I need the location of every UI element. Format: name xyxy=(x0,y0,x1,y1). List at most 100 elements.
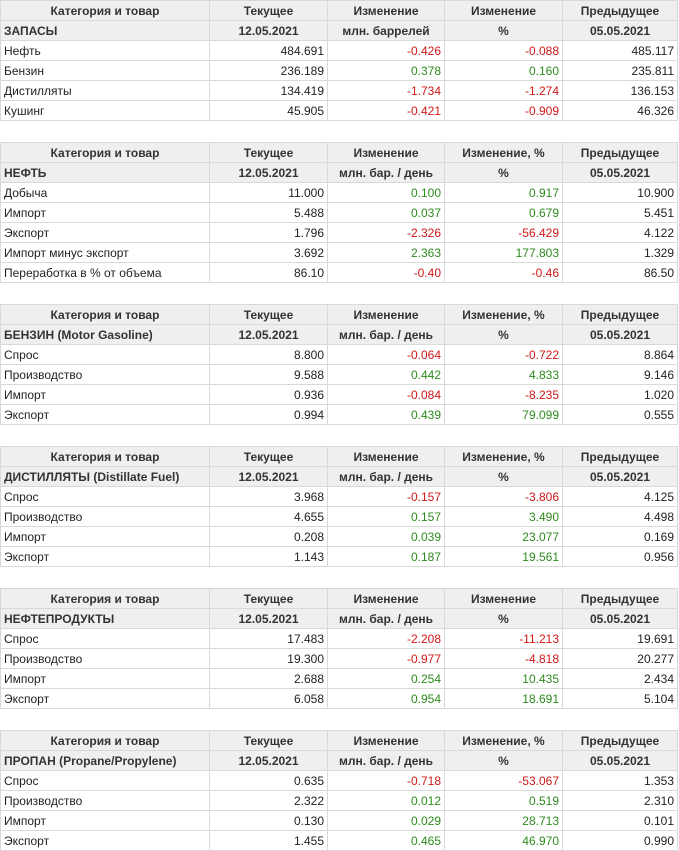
row-name: Кушинг xyxy=(0,100,210,121)
previous-value: 46.326 xyxy=(562,100,678,121)
row-name: Экспорт xyxy=(0,546,210,567)
current-date: 12.05.2021 xyxy=(209,608,328,629)
table-row: Экспорт 6.058 0.954 18.691 5.104 xyxy=(0,688,678,709)
previous-value: 0.956 xyxy=(562,546,678,567)
col-header-category: Категория и товар xyxy=(0,304,210,325)
col-header-category: Категория и товар xyxy=(0,730,210,751)
current-value: 236.189 xyxy=(209,60,328,81)
current-value: 3.692 xyxy=(209,242,328,263)
change-value: 0.439 xyxy=(327,404,445,425)
table-row: Спрос 8.800 -0.064 -0.722 8.864 xyxy=(0,344,678,365)
table-row: Нефть 484.691 -0.426 -0.088 485.117 xyxy=(0,40,678,61)
change-value: -2.208 xyxy=(327,628,445,649)
current-value: 1.796 xyxy=(209,222,328,243)
change-value: -0.064 xyxy=(327,344,445,365)
previous-value: 2.310 xyxy=(562,790,678,811)
current-date: 12.05.2021 xyxy=(209,466,328,487)
col-header-previous: Предыдущее xyxy=(562,446,678,467)
change-unit: млн. бар. / день xyxy=(327,324,445,345)
table-row: Дистилляты 134.419 -1.734 -1.274 136.153 xyxy=(0,80,678,101)
change-pct-unit: % xyxy=(444,20,563,41)
section-title: НЕФТЕПРОДУКТЫ xyxy=(0,608,210,629)
change-value: -0.084 xyxy=(327,384,445,405)
current-value: 0.130 xyxy=(209,810,328,831)
row-name: Бензин xyxy=(0,60,210,81)
previous-value: 136.153 xyxy=(562,80,678,101)
change-pct-value: -53.067 xyxy=(444,770,563,791)
previous-value: 86.50 xyxy=(562,262,678,283)
table-row: Спрос 3.968 -0.157 -3.806 4.125 xyxy=(0,486,678,507)
previous-value: 0.169 xyxy=(562,526,678,547)
previous-value: 0.101 xyxy=(562,810,678,831)
current-value: 1.455 xyxy=(209,830,328,851)
change-value: -0.40 xyxy=(327,262,445,283)
change-pct-value: 0.679 xyxy=(444,202,563,223)
change-pct-value: 46.970 xyxy=(444,830,563,851)
table-nefteprodukty: Категория и товар Текущее Изменение Изменен… xyxy=(0,588,678,709)
col-header-change-pct: Изменение, % xyxy=(444,304,563,325)
table-benzin: Категория и товар Текущее Изменение Изменен… xyxy=(0,304,678,425)
row-name: Производство xyxy=(0,364,210,385)
current-date: 12.05.2021 xyxy=(209,324,328,345)
table-row: Импорт 0.936 -0.084 -8.235 1.020 xyxy=(0,384,678,405)
row-name: Добыча xyxy=(0,182,210,203)
table-row: Спрос 0.635 -0.718 -53.067 1.353 xyxy=(0,770,678,791)
section-title: ПРОПАН (Propane/Propylene) xyxy=(0,750,210,771)
current-date: 12.05.2021 xyxy=(209,162,328,183)
row-name: Импорт xyxy=(0,384,210,405)
col-header-change: Изменение xyxy=(327,0,445,21)
col-header-change-pct: Изменение, % xyxy=(444,730,563,751)
row-name: Экспорт xyxy=(0,222,210,243)
row-name: Импорт xyxy=(0,202,210,223)
row-name: Импорт xyxy=(0,526,210,547)
col-header-current: Текущее xyxy=(209,446,328,467)
current-value: 11.000 xyxy=(209,182,328,203)
change-pct-unit: % xyxy=(444,324,563,345)
table-row: Переработка в % от объема 86.10 -0.40 -0.46… xyxy=(0,262,678,283)
table-row: Экспорт 1.796 -2.326 -56.429 4.122 xyxy=(0,222,678,243)
change-pct-value: -0.722 xyxy=(444,344,563,365)
change-pct-unit: % xyxy=(444,750,563,771)
table-row: Экспорт 1.143 0.187 19.561 0.956 xyxy=(0,546,678,567)
change-pct-value: 4.833 xyxy=(444,364,563,385)
change-unit: млн. бар. / день xyxy=(327,608,445,629)
table-row: Добыча 11.000 0.100 0.917 10.900 xyxy=(0,182,678,203)
row-name: Производство xyxy=(0,648,210,669)
change-value: 0.187 xyxy=(327,546,445,567)
current-value: 86.10 xyxy=(209,262,328,283)
previous-value: 19.691 xyxy=(562,628,678,649)
change-pct-value: -11.213 xyxy=(444,628,563,649)
change-value: 0.442 xyxy=(327,364,445,385)
table-neft: Категория и товар Текущее Изменение Изменен… xyxy=(0,142,678,283)
table-zapasy: Категория и товар Текущее Изменение Изменен… xyxy=(0,0,678,121)
current-value: 0.936 xyxy=(209,384,328,405)
previous-value: 2.434 xyxy=(562,668,678,689)
current-value: 4.655 xyxy=(209,506,328,527)
row-name: Экспорт xyxy=(0,830,210,851)
current-date: 12.05.2021 xyxy=(209,750,328,771)
table-row: Импорт 0.130 0.029 28.713 0.101 xyxy=(0,810,678,831)
row-name: Спрос xyxy=(0,344,210,365)
change-pct-value: 177.803 xyxy=(444,242,563,263)
col-header-change-pct: Изменение, % xyxy=(444,142,563,163)
current-value: 45.905 xyxy=(209,100,328,121)
change-pct-value: 23.077 xyxy=(444,526,563,547)
col-header-previous: Предыдущее xyxy=(562,588,678,609)
change-pct-unit: % xyxy=(444,162,563,183)
col-header-previous: Предыдущее xyxy=(562,730,678,751)
section-title: ДИСТИЛЛЯТЫ (Distillate Fuel) xyxy=(0,466,210,487)
row-name: Импорт минус экспорт xyxy=(0,242,210,263)
current-value: 6.058 xyxy=(209,688,328,709)
change-pct-value: -0.088 xyxy=(444,40,563,61)
col-header-previous: Предыдущее xyxy=(562,0,678,21)
col-header-current: Текущее xyxy=(209,142,328,163)
table-row: Экспорт 0.994 0.439 79.099 0.555 xyxy=(0,404,678,425)
col-header-category: Категория и товар xyxy=(0,0,210,21)
change-value: 0.465 xyxy=(327,830,445,851)
change-pct-value: -1.274 xyxy=(444,80,563,101)
previous-value: 5.451 xyxy=(562,202,678,223)
previous-date: 05.05.2021 xyxy=(562,162,678,183)
row-name: Импорт xyxy=(0,810,210,831)
previous-value: 1.020 xyxy=(562,384,678,405)
